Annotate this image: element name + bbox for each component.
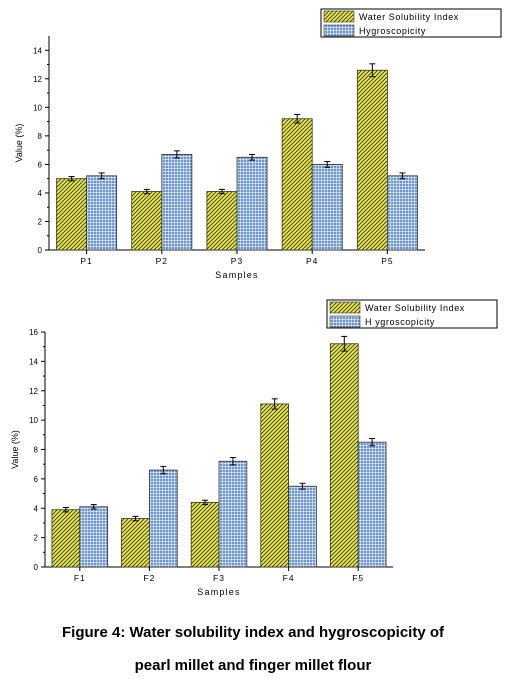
finger-chart-y-tick-label: 10 <box>29 416 38 425</box>
finger-chart-wsi-bar <box>190 501 220 568</box>
pearl-chart-legend-hyg-swatch <box>323 24 355 37</box>
pearl-chart-wsi-bar <box>281 118 313 251</box>
pearl-chart-legend-hyg-label: Hygroscopicity <box>359 26 426 36</box>
pearl-chart-y-tick-label: 0 <box>38 246 43 255</box>
finger-chart-y-tick-label: 12 <box>29 387 38 396</box>
finger-chart-legend-hyg-label: H ygroscopicity <box>365 317 435 327</box>
finger-chart-hyg-bar <box>288 485 317 568</box>
pearl-chart-x-tick-label: P5 <box>381 256 393 266</box>
finger-chart-y-tick-label: 2 <box>34 534 39 543</box>
finger-chart-x-tick-label: F5 <box>352 573 364 583</box>
figure-caption-line-2: pearl millet and finger millet flour <box>134 657 372 674</box>
pearl-chart-hyg-bar <box>161 154 193 251</box>
finger-chart-x-tick-label: F4 <box>283 573 295 583</box>
pearl-chart-y-axis-label: Value (%) <box>14 124 24 163</box>
finger-chart-wsi-bar <box>329 343 359 568</box>
pearl-chart-x-axis-label: Samples <box>215 270 258 280</box>
pearl-chart-x-tick-label: P1 <box>80 256 92 266</box>
pearl-chart-y-tick-label: 12 <box>33 75 42 84</box>
pearl-chart-wsi-bar <box>356 69 388 251</box>
finger-chart-hyg-bar <box>148 469 178 568</box>
finger-chart-legend-hyg-swatch <box>329 315 361 328</box>
pearl-chart-legend-wsi-label: Water Solubility Index <box>359 12 459 22</box>
finger-chart-wsi-bar <box>51 509 81 568</box>
finger-chart-y-tick-label: 6 <box>34 475 39 484</box>
pearl-chart-wsi-bar <box>56 178 88 251</box>
pearl-chart-wsi-bar <box>131 191 163 251</box>
figure-caption-line-1: Figure 4: Water solubility index and hyg… <box>62 624 444 641</box>
pearl-chart-x-tick-label: P2 <box>156 256 168 266</box>
finger-chart-y-tick-label: 4 <box>34 504 39 513</box>
finger-chart-y-tick-label: 0 <box>34 563 39 572</box>
pearl-chart-hyg-bar <box>236 156 268 251</box>
finger-chart-y-tick-label: 16 <box>29 328 38 337</box>
pearl-chart-y-tick-label: 8 <box>38 132 43 141</box>
pearl-chart-hyg-bar <box>386 175 418 251</box>
chart-pearl-millet: 0 2 4 6 8 10 12 14 Value (%) P1 P2 P3 P4 P5 Samples Wat… <box>0 0 506 290</box>
pearl-chart-legend-wsi-swatch <box>323 10 355 23</box>
finger-chart-legend-wsi-swatch <box>329 301 361 314</box>
pearl-chart-y-tick-label: 6 <box>38 160 43 169</box>
pearl-chart-y-tick-label: 10 <box>33 103 42 112</box>
finger-chart-legend-wsi-label: Water Solubility Index <box>365 303 465 313</box>
finger-chart-wsi-bar <box>121 518 150 568</box>
pearl-chart-y-tick-label: 14 <box>33 46 42 55</box>
finger-chart-y-tick-label: 14 <box>29 357 38 366</box>
finger-chart-x-tick-label: F3 <box>213 573 225 583</box>
finger-chart-hyg-bar <box>218 460 248 568</box>
finger-chart-y-axis-label: Value (%) <box>10 430 20 469</box>
pearl-chart-wsi-bar <box>206 191 238 251</box>
finger-chart-y-tick-label: 8 <box>34 446 39 455</box>
finger-chart-x-tick-label: F1 <box>74 573 86 583</box>
finger-chart-wsi-bar <box>260 403 290 568</box>
finger-chart-x-axis-label: Samples <box>197 587 240 597</box>
pearl-chart-y-tick-label: 4 <box>38 189 43 198</box>
pearl-chart-hyg-bar <box>311 163 343 251</box>
pearl-chart-y-tick-label: 2 <box>38 217 43 226</box>
pearl-chart-x-tick-label: P3 <box>231 256 243 266</box>
chart-finger-millet: 0 2 4 6 8 10 12 14 16 Value (%) F1 F2 F3 F4 F5 Samples W… <box>0 295 506 615</box>
pearl-chart-hyg-bar <box>86 175 118 251</box>
pearl-chart-x-tick-label: P4 <box>306 256 318 266</box>
chart-finger-millet-svg: 0 2 4 6 8 10 12 14 16 Value (%) F1 F2 F3 F4 F5 Samples W… <box>10 299 498 597</box>
finger-chart-x-tick-label: F2 <box>143 573 155 583</box>
finger-chart-hyg-bar <box>79 506 109 568</box>
chart-pearl-millet-svg: 0 2 4 6 8 10 12 14 Value (%) P1 P2 P3 P4 P5 Samples Wat… <box>14 8 502 280</box>
finger-chart-hyg-bar <box>357 441 387 568</box>
